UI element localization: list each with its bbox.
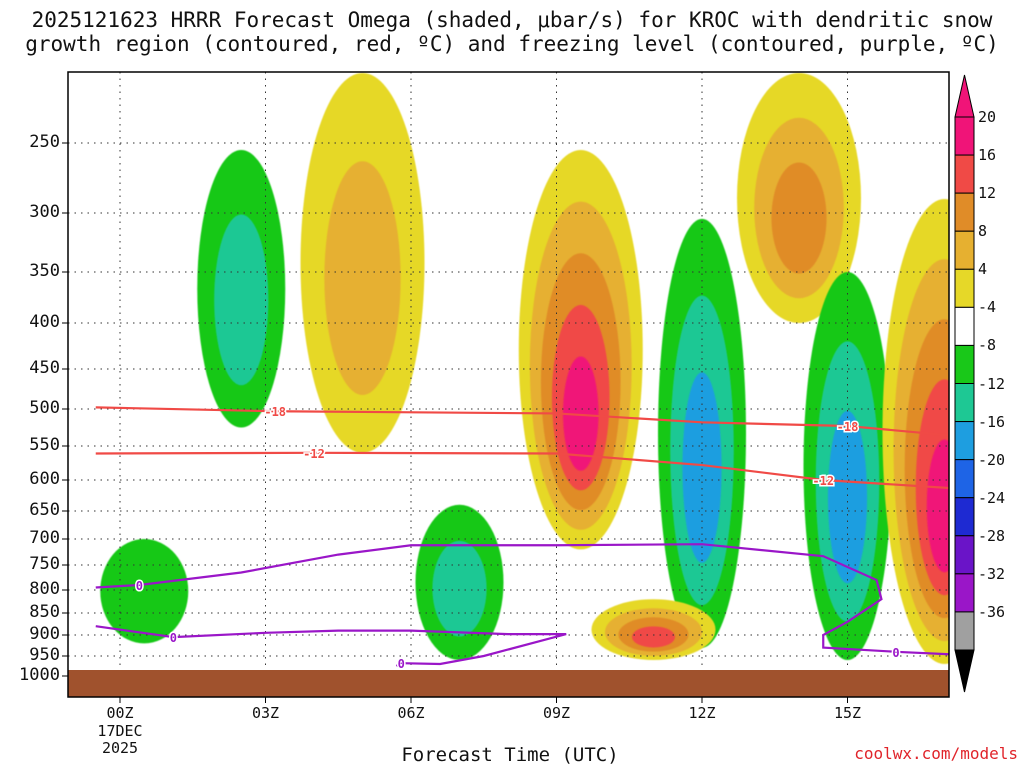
y-tick-900: 900 [29,624,60,644]
colorbar-label-0: 20 [978,108,997,126]
x-tick-15Z: 15Z [833,704,862,722]
y-tick-600: 600 [29,469,60,489]
colorbar-swatch-5 [954,306,975,346]
y-tick-850: 850 [29,602,60,622]
sink-17z-level-4 [926,439,949,573]
credit-link[interactable]: coolwx.com/models [854,744,1018,763]
y-tick-950: 950 [29,645,60,665]
y-tick-300: 300 [29,202,60,222]
x-axis-label: Forecast Time (UTC) [401,744,619,766]
colorbar-swatch-12 [954,573,975,613]
sink-14z-level-2 [771,162,827,274]
colorbar-swatch-10 [954,497,975,537]
y-tick-350: 350 [29,261,60,281]
chart-title-line-2: growth region (contoured, red, ºC) and f… [25,32,999,56]
dendritic-top-contour [95,406,949,437]
ground-bar [68,670,949,697]
y-tick-450: 450 [29,358,60,378]
colorbar-swatch-1 [954,154,975,194]
freezing-lower-label-1: 0 [398,657,405,671]
colorbar-swatch-11 [954,535,975,575]
colorbar-label-6: -8 [978,336,997,355]
colorbar-label-11: -28 [978,526,1006,545]
ascent-15z-level-2 [827,410,868,584]
x-tick-00Z: 00Z [106,704,134,722]
colorbar-swatch-0 [954,116,975,156]
colorbar-swatch-9 [954,459,975,499]
freezing-upper-label-1: 0 [892,646,899,660]
colorbar-label-5: -4 [978,298,997,317]
colorbar-swatch-4 [954,268,975,308]
y-tick-500: 500 [29,398,60,418]
colorbar-label-2: 12 [978,184,997,203]
colorbar-swatch-7 [954,383,975,423]
y-tick-550: 550 [29,435,60,455]
colorbar-label-12: -32 [978,564,1006,583]
y-tick-700: 700 [29,528,60,548]
plot-frame [67,71,950,698]
x-tick-06Z: 06Z [397,704,425,722]
x-date-label-1: 2025 [101,739,139,757]
freezing-lower-label-0: 0 [170,631,177,645]
y-tick-800: 800 [29,579,60,599]
freezing-upper-label-0: 0 [136,579,143,593]
colorbar-swatch-6 [954,344,975,384]
freezing-lower-contour [95,625,567,667]
y-tick-400: 400 [29,312,60,332]
y-tick-1000: 1000 [19,665,60,685]
colorbar-label-9: -20 [978,450,1006,469]
colorbar-swatch-2 [954,192,975,232]
colorbar-swatch-8 [954,421,975,461]
dendritic-bottom-contour [95,451,949,490]
colorbar-swatch-3 [954,230,975,270]
y-tick-650: 650 [29,500,60,520]
dendritic-top-label-1: -18 [837,420,859,434]
sink-09z-level-4 [563,356,599,471]
colorbar-top-arrow [954,74,975,118]
colorbar-label-7: -12 [978,374,1006,393]
colorbar-label-10: -24 [978,488,1006,507]
colorbar-label-3: 8 [978,222,988,241]
sink-05z-level-1 [324,161,401,395]
chart-title-line-1: 2025121623 HRRR Forecast Omega (shaded, … [31,8,993,32]
x-tick-09Z: 09Z [542,704,571,722]
ascent-12z-level-2 [682,372,722,563]
dendritic-top-label-0: -18 [264,405,286,419]
x-tick-12Z: 12Z [688,704,716,722]
y-tick-250: 250 [29,132,60,152]
ascent-07z-level-1 [432,540,487,637]
dendritic-bottom-label-0: -12 [303,447,325,461]
colorbar-label-1: 16 [978,146,997,165]
sink-11z-level-3 [631,626,676,648]
colorbar-label-4: 4 [978,260,988,279]
dendritic-bottom-label-1: -12 [812,474,834,488]
freezing-upper-contour [95,543,949,656]
x-tick-03Z: 03Z [251,704,280,722]
colorbar-bottom-arrow [954,649,975,693]
colorbar-swatch-13 [954,611,975,651]
y-tick-750: 750 [29,554,60,574]
x-date-label-0: 17DEC [97,722,143,740]
ascent-02z-level-1 [214,214,269,386]
colorbar-label-8: -16 [978,412,1006,431]
colorbar-label-13: -36 [978,602,1006,621]
